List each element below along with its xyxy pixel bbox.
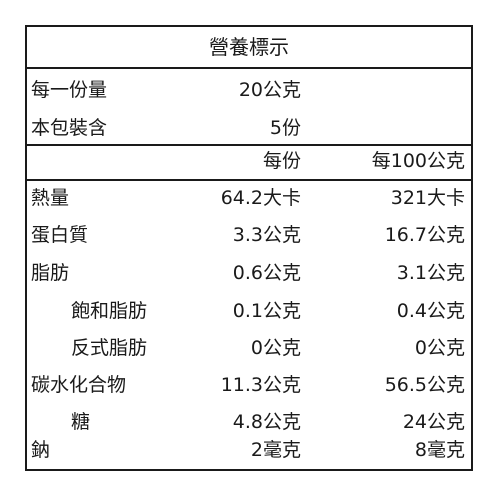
nutrient-row: 糖 4.8公克 24公克 [27,404,471,441]
nutrient-row: 反式脂肪 0公克 0公克 [27,330,471,367]
nutrient-per-100g: 0.4公克 [396,300,465,322]
nutrient-per-serving: 2毫克 [250,439,301,461]
nutrient-per-100g: 8毫克 [414,439,465,461]
divider [27,67,471,69]
nutrient-name: 反式脂肪 [71,337,148,359]
nutrient-name: 碳水化合物 [31,374,127,396]
nutrient-name: 脂肪 [31,262,70,284]
nutrient-per-serving: 0公克 [250,337,301,359]
nutrient-per-serving: 0.1公克 [232,300,301,322]
nutrition-facts-label: 營養標示 每一份量 20公克 本包裝含 5份 每份 每100公克 熱量 64.2… [25,25,473,471]
nutrient-per-serving: 0.6公克 [232,262,301,284]
nutrient-per-100g: 24公克 [402,411,465,433]
column-header-per-100g: 每100公克 [371,150,465,172]
nutrient-row: 碳水化合物 11.3公克 56.5公克 [27,367,471,404]
nutrient-per-100g: 16.7公克 [384,224,465,246]
label-title: 營養標示 [209,35,289,59]
title-row: 營養標示 [27,29,471,66]
nutrient-per-100g: 321大卡 [390,187,465,209]
servings-per-package-label: 本包裝含 [31,117,108,139]
nutrient-row: 脂肪 0.6公克 3.1公克 [27,255,471,292]
column-header-per-serving: 每份 [262,150,301,172]
nutrient-per-serving: 3.3公克 [232,224,301,246]
nutrient-name: 熱量 [31,187,70,209]
nutrient-row: 熱量 64.2大卡 321大卡 [27,180,471,217]
nutrient-row: 飽和脂肪 0.1公克 0.4公克 [27,293,471,330]
nutrient-name: 飽和脂肪 [71,300,148,322]
divider [27,144,471,146]
serving-size-label: 每一份量 [31,79,108,101]
nutrient-per-serving: 11.3公克 [220,374,301,396]
nutrient-per-100g: 0公克 [414,337,465,359]
column-header-row: 每份 每100公克 [27,143,471,180]
nutrient-row: 蛋白質 3.3公克 16.7公克 [27,217,471,254]
serving-size-value: 20公克 [238,79,301,101]
divider [27,179,471,181]
nutrient-name: 糖 [71,411,91,433]
nutrient-per-serving: 4.8公克 [232,411,301,433]
serving-size-row: 每一份量 20公克 [27,72,471,109]
nutrient-name: 鈉 [31,439,51,461]
nutrient-per-100g: 56.5公克 [384,374,465,396]
nutrient-per-serving: 64.2大卡 [220,187,301,209]
nutrient-name: 蛋白質 [31,224,89,246]
servings-per-package-row: 本包裝含 5份 [27,110,471,147]
nutrient-row: 鈉 2毫克 8毫克 [27,432,471,469]
servings-per-package-value: 5份 [269,117,301,139]
nutrient-per-100g: 3.1公克 [396,262,465,284]
